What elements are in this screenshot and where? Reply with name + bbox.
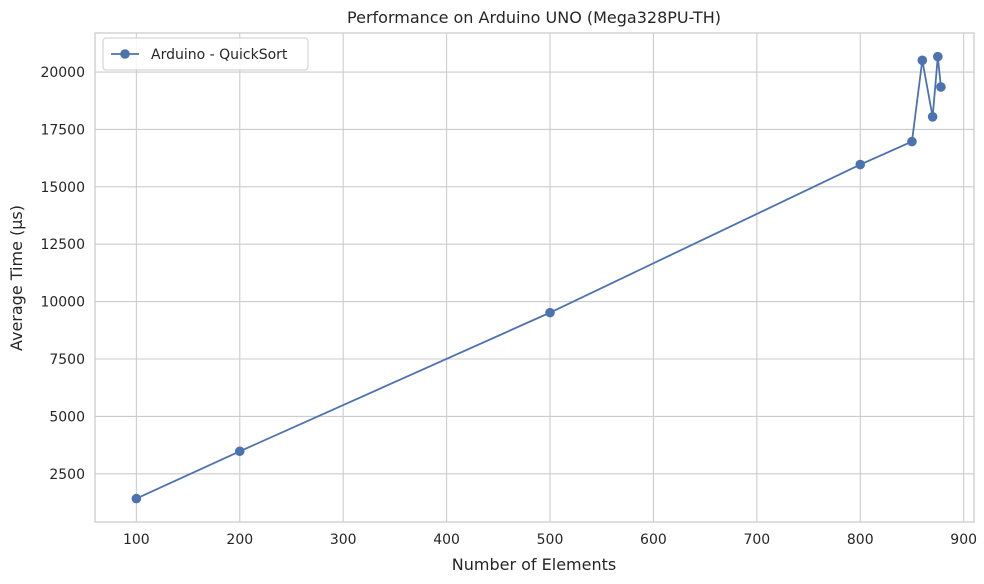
x-axis-ticks: 100 200 300 400 500 600 700 800 900 (123, 532, 977, 548)
x-axis-label: Number of Elements (452, 555, 616, 574)
legend-box (102, 37, 309, 71)
y-tick-label: 5000 (49, 409, 85, 425)
x-tick-label: 700 (743, 532, 770, 548)
y-tick-label: 7500 (49, 352, 85, 368)
y-tick-label: 10000 (40, 295, 85, 311)
y-axis-ticks: 2500 5000 7500 10000 12500 15000 17500 20000 (40, 65, 85, 483)
y-tick-label: 15000 (40, 180, 85, 196)
data-point (907, 136, 917, 147)
y-tick-label: 20000 (40, 65, 85, 81)
plot-frame (94, 32, 975, 523)
x-tick-label: 300 (330, 532, 357, 548)
y-tick-label: 2500 (49, 467, 85, 483)
grid (95, 33, 974, 522)
data-point (927, 111, 938, 122)
y-tick-label: 12500 (40, 237, 85, 253)
x-tick-label: 600 (640, 532, 667, 548)
data-point (936, 82, 946, 92)
legend-marker-swatch (120, 49, 130, 59)
data-point (234, 446, 245, 457)
y-axis-label: Average Time (µs) (7, 205, 26, 351)
x-tick-label: 200 (226, 532, 253, 548)
legend: Arduino - QuickSort (102, 37, 309, 71)
series-group (131, 51, 946, 504)
data-point (917, 55, 928, 66)
y-tick-label: 17500 (40, 122, 85, 138)
x-tick-label: 900 (950, 532, 977, 548)
data-point (545, 307, 555, 318)
data-point (131, 493, 142, 504)
x-tick-label: 400 (433, 532, 460, 548)
x-tick-label: 800 (847, 532, 874, 548)
chart-title: Performance on Arduino UNO (Mega328PU-TH… (347, 8, 721, 27)
x-tick-label: 100 (123, 532, 150, 548)
legend-entry-label: Arduino - QuickSort (151, 47, 288, 63)
data-point (933, 51, 943, 62)
data-point (855, 159, 866, 170)
x-tick-label: 500 (537, 532, 564, 548)
